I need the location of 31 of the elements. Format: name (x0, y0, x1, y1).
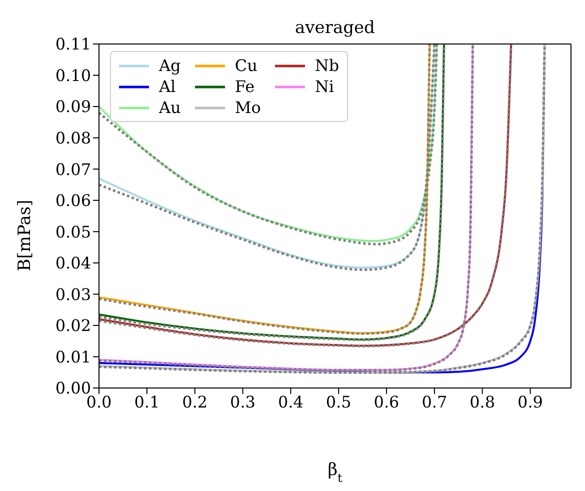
y-tick-label: 0.05 (55, 222, 91, 242)
y-tick-label: 0.06 (55, 191, 91, 210)
y-tick-label: 0.04 (55, 254, 91, 273)
y-tick-label: 0.08 (55, 128, 91, 148)
x-tick-label: 0.6 (374, 392, 400, 412)
legend-label: Fe (234, 77, 255, 96)
legend-label: Nb (314, 56, 340, 75)
legend-label: Au (159, 98, 181, 117)
y-tick-label: 0.10 (55, 66, 91, 85)
x-axis-title: β$_{t}$ (328, 460, 343, 485)
x-tick-label: 0.5 (326, 392, 352, 412)
legend-label: Cu (234, 56, 258, 75)
x-tick-label: 0.9 (518, 392, 543, 412)
legend-label: Al (159, 77, 176, 96)
x-tick-label: 0.2 (182, 392, 208, 412)
y-tick-label: 0.09 (55, 97, 91, 116)
chart-title: averaged (295, 18, 376, 38)
y-tick-label: 0.11 (55, 34, 91, 54)
x-tick-label: 0.1 (134, 392, 160, 412)
y-tick-label: 0.02 (55, 316, 91, 336)
legend-label: Ag (159, 56, 181, 75)
x-tick-label: 0.7 (422, 392, 448, 412)
y-axis-title: B[mPas] (15, 200, 35, 272)
x-tick-label: 0.4 (278, 392, 304, 412)
y-tick-label: 0.07 (55, 160, 91, 179)
legend-label: Ni (314, 77, 334, 96)
x-tick-label: 0.8 (470, 392, 496, 412)
y-tick-label: 0.03 (55, 284, 91, 304)
y-tick-label: 0.01 (55, 347, 91, 366)
legend-label: Mo (234, 98, 261, 117)
x-tick-label: 0.3 (230, 392, 256, 412)
